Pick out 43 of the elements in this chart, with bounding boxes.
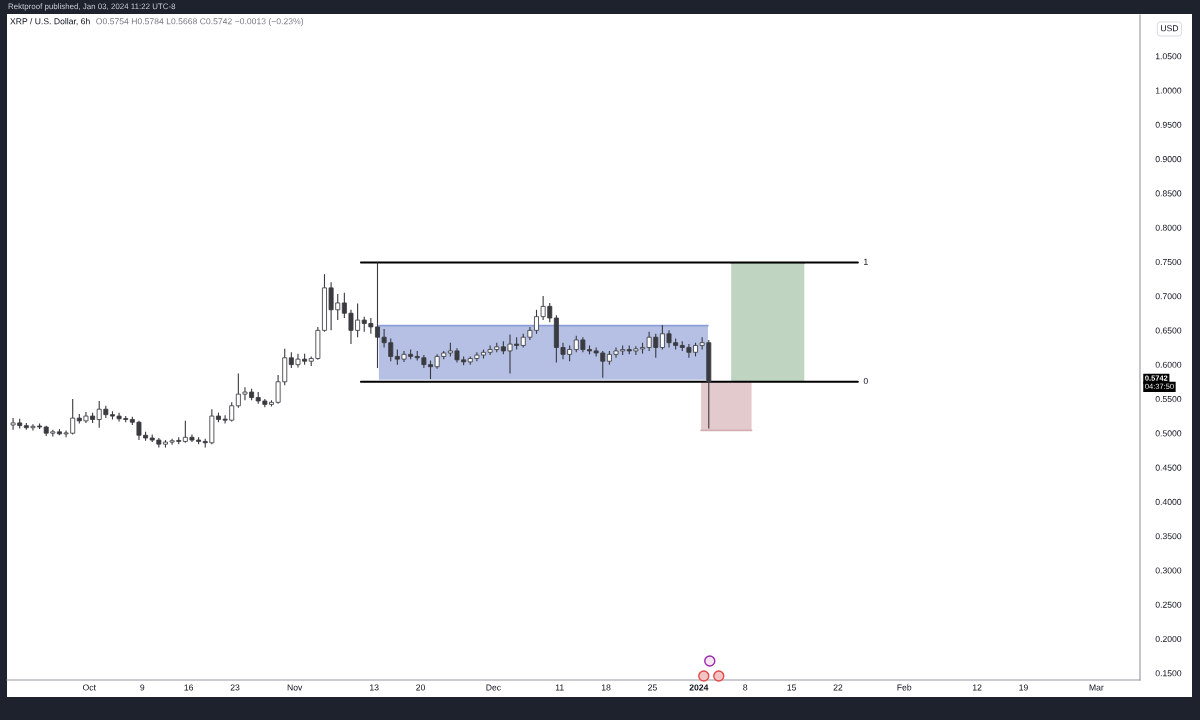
x-tick-label: Feb — [897, 684, 912, 691]
series-label: 1 — [864, 258, 868, 265]
y-tick-label: 0.6000 — [1155, 361, 1182, 368]
y-tick-label: 0.3000 — [1155, 567, 1182, 574]
x-tick-label: Mar — [1089, 684, 1104, 691]
x-tick-label: 15 — [787, 684, 797, 691]
x-tick-label: 20 — [416, 684, 426, 691]
x-tick-label: 19 — [1019, 684, 1028, 691]
series-label: 0 — [863, 377, 868, 385]
x-tick-label: 23 — [230, 684, 240, 691]
y-tick-label: 0.1500 — [1155, 670, 1182, 677]
y-tick-label: 0.7500 — [1155, 258, 1182, 266]
y-tick-label: 0.9500 — [1155, 121, 1182, 128]
y-tick-label: 0.3500 — [1155, 533, 1182, 540]
y-tick-label: 0.2500 — [1155, 601, 1182, 608]
x-tick-label: 2024 — [689, 684, 709, 691]
y-tick-label: 0.4000 — [1155, 498, 1182, 505]
y-tick-label: 1.0500 — [1155, 53, 1182, 60]
x-tick-label: Dec — [486, 684, 501, 691]
y-tick-label: 0.9000 — [1155, 156, 1182, 163]
x-tick-label: Nov — [287, 684, 303, 691]
y-tick-label: 0.7000 — [1155, 293, 1182, 300]
y-tick-label: 0.5000 — [1155, 430, 1182, 437]
chart-title: XRP / U.S. Dollar, 6h — [10, 17, 90, 26]
x-tick-label: 9 — [140, 684, 145, 691]
x-tick-label: 18 — [601, 684, 611, 691]
chart-subtitle: O0.5754 H0.5784 L0.5668 C0.5742 −0.0013 (−0.23%) — [96, 17, 304, 27]
x-tick-label: 13 — [370, 684, 379, 691]
x-tick-label: Oct — [82, 684, 96, 691]
y-tick-label: 0.8000 — [1155, 224, 1182, 231]
y-tick-label: 0.4500 — [1155, 464, 1182, 471]
x-tick-label: 12 — [972, 684, 982, 691]
x-tick-label: 25 — [648, 684, 657, 691]
x-tick-label: 8 — [743, 684, 748, 691]
x-tick-label: 16 — [184, 684, 194, 691]
y-tick-label: 0.8500 — [1155, 190, 1182, 197]
y-tick-label: 0.2000 — [1155, 635, 1182, 643]
x-tick-label: 11 — [555, 684, 564, 691]
y-axis-title: USD — [1161, 25, 1179, 32]
y-tick-label: 0.6500 — [1155, 327, 1182, 334]
y-tick-label: 0.5500 — [1155, 396, 1182, 403]
x-tick-label: 22 — [833, 684, 843, 691]
y-tick-label: 1.0000 — [1155, 87, 1182, 94]
